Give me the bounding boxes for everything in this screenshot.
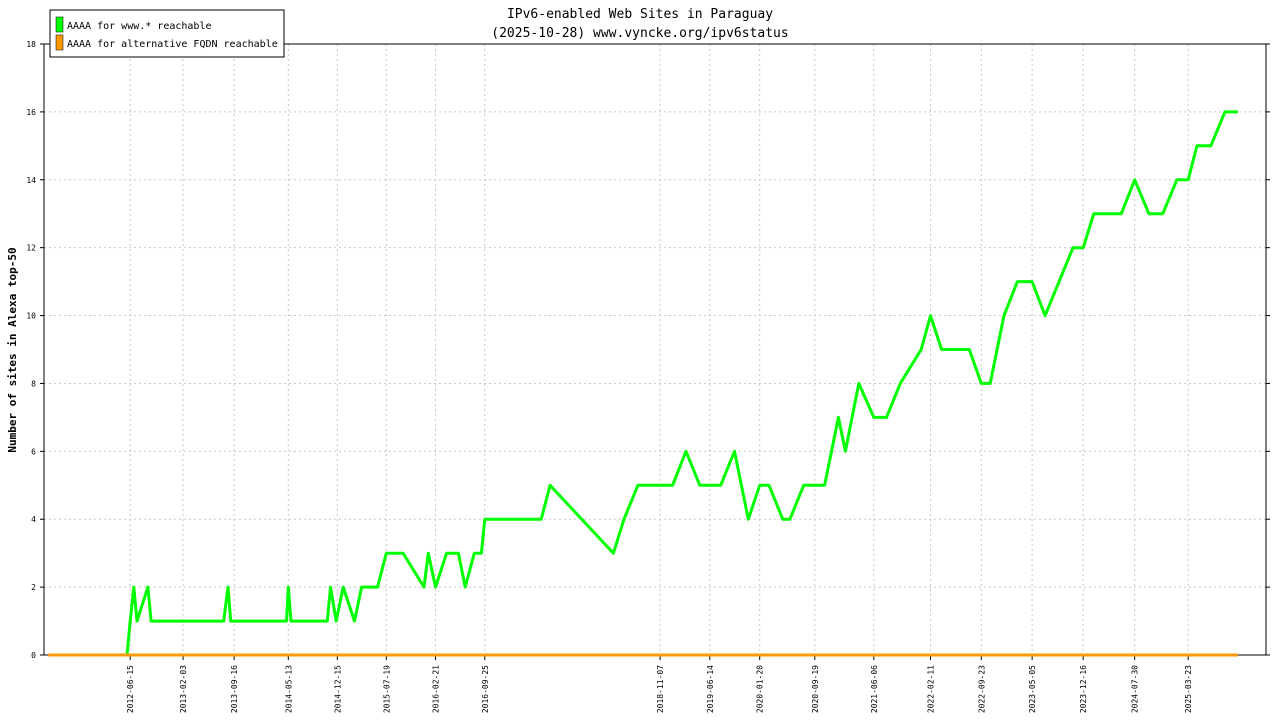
y-tick-label: 6 bbox=[31, 447, 36, 456]
y-tick-label: 2 bbox=[31, 583, 36, 592]
legend-swatch-alt bbox=[55, 34, 64, 51]
legend-label-www: AAAA for www.* reachable bbox=[67, 21, 212, 32]
y-tick-label: 16 bbox=[26, 108, 36, 117]
x-tick-label: 2013-09-16 bbox=[230, 665, 239, 713]
y-tick-label: 14 bbox=[26, 176, 36, 185]
x-tick-label: 2018-11-07 bbox=[656, 665, 665, 713]
series bbox=[48, 110, 1238, 657]
y-tick-label: 10 bbox=[26, 312, 36, 321]
y-tick-label: 8 bbox=[31, 379, 36, 388]
x-tick-label: 2023-12-16 bbox=[1079, 665, 1088, 713]
y-tick-label: 4 bbox=[31, 515, 36, 524]
x-tick-label: 2023-05-05 bbox=[1028, 665, 1037, 713]
x-tick-label: 2014-05-13 bbox=[284, 665, 293, 713]
y-tick-label: 0 bbox=[31, 651, 36, 660]
x-tick-label: 2022-02-11 bbox=[927, 665, 936, 713]
y-tick-label: 12 bbox=[26, 244, 36, 253]
legend: AAAA for www.* reachable AAAA for altern… bbox=[49, 9, 285, 58]
legend-swatch-www bbox=[55, 16, 64, 33]
grid bbox=[44, 44, 1266, 655]
y-tick-label: 18 bbox=[26, 40, 36, 49]
legend-label-alt: AAAA for alternative FQDN reachable bbox=[67, 39, 278, 50]
x-tick-label: 2013-02-03 bbox=[179, 665, 188, 713]
x-tick-label: 2016-09-25 bbox=[481, 665, 490, 713]
x-tick-label: 2012-06-15 bbox=[126, 665, 135, 713]
x-tick-label: 2024-07-30 bbox=[1131, 665, 1140, 713]
y-axis-label: Number of sites in Alexa top-50 bbox=[6, 247, 19, 452]
legend-box bbox=[49, 9, 285, 58]
x-tick-label: 2015-07-19 bbox=[382, 665, 391, 713]
x-tick-label: 2022-09-23 bbox=[977, 665, 986, 713]
x-tick-label: 2019-06-14 bbox=[706, 665, 715, 713]
series-line bbox=[125, 110, 1238, 656]
x-tick-label: 2020-01-20 bbox=[756, 665, 765, 713]
axes: 0 2 4 6 8 10 12 14 16 18 2012-06-15 2013-02-03 2013-… bbox=[26, 40, 1270, 713]
chart-subtitle: (2025-10-28) www.vyncke.org/ipv6status bbox=[491, 26, 788, 41]
x-tick-label: 2021-06-06 bbox=[870, 665, 879, 713]
x-tick-label: 2020-09-19 bbox=[811, 665, 820, 713]
chart-title: IPv6-enabled Web Sites in Paraguay bbox=[507, 7, 773, 22]
x-tick-label: 2025-03-23 bbox=[1184, 665, 1193, 713]
x-tick-label: 2014-12-15 bbox=[333, 665, 342, 713]
x-tick-label: 2016-02-21 bbox=[432, 665, 441, 713]
